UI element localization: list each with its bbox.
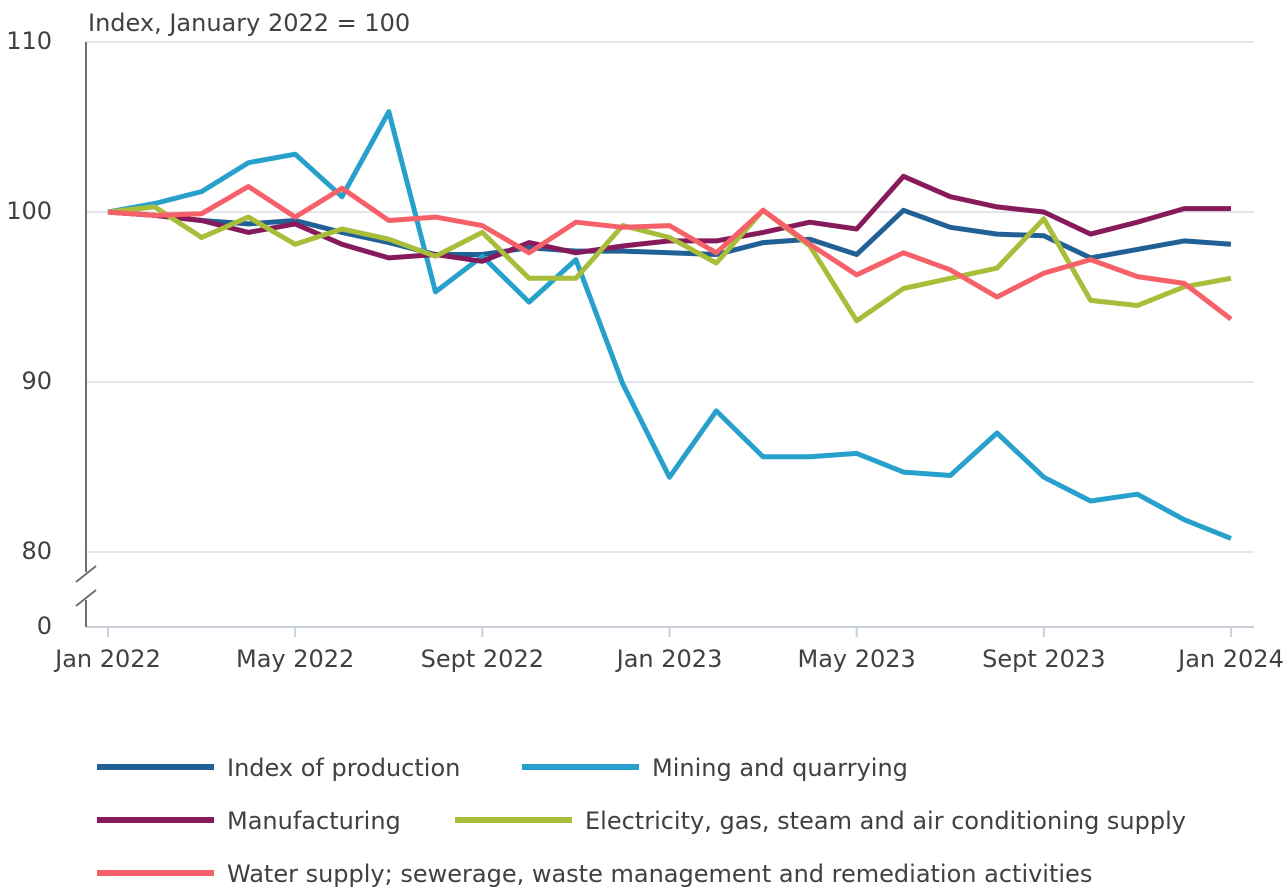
- y-tick-label: 0: [37, 612, 52, 640]
- x-tick-label: Jan 2024: [1176, 645, 1284, 673]
- legend-label: Index of production: [227, 754, 460, 782]
- y-tick-label: 80: [21, 537, 52, 565]
- series-line: [107, 173, 1231, 264]
- y-tick-label: 90: [21, 367, 52, 395]
- axis-break: [75, 565, 97, 583]
- series-line: [107, 184, 1233, 322]
- x-tick-label: May 2023: [798, 645, 916, 673]
- x-tick-label: Sept 2022: [421, 645, 544, 673]
- series-line: [107, 207, 1232, 261]
- x-tick-label: Jan 2022: [53, 645, 161, 673]
- legend-label: Manufacturing: [227, 807, 401, 835]
- series-line: [107, 109, 1232, 541]
- axis-break: [75, 589, 97, 607]
- y-axis-label: Index, January 2022 = 100: [88, 9, 410, 37]
- x-tick-label: Sept 2023: [982, 645, 1105, 673]
- legend-label: Electricity, gas, steam and air conditio…: [585, 807, 1186, 835]
- x-tick-label: Jan 2023: [615, 645, 723, 673]
- legend-label: Mining and quarrying: [652, 754, 908, 782]
- legend-label: Water supply; sewerage, waste management…: [227, 860, 1092, 888]
- x-tick-label: May 2022: [236, 645, 354, 673]
- y-tick-label: 110: [6, 27, 52, 55]
- y-tick-label: 100: [6, 197, 52, 225]
- series-line: [107, 204, 1232, 324]
